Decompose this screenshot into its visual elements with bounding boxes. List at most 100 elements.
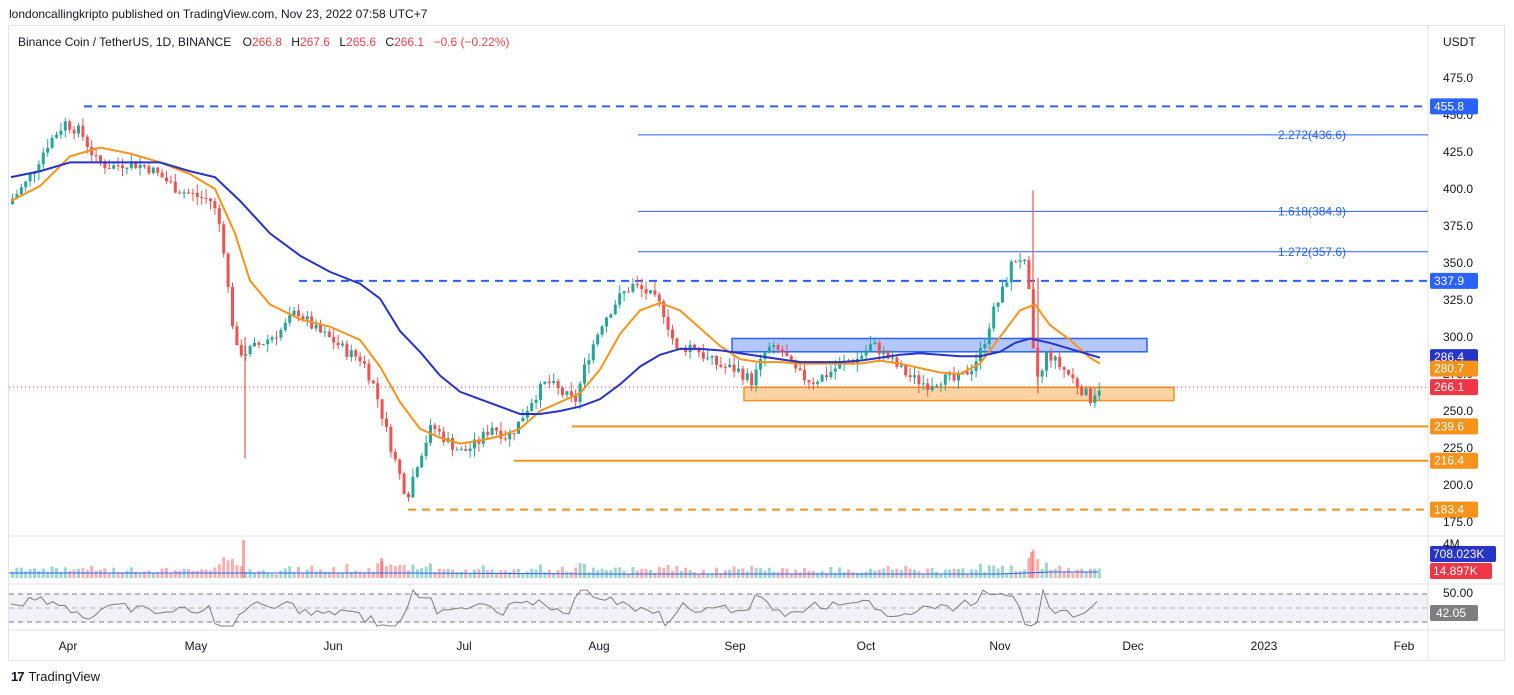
- candlestick[interactable]: [631, 278, 635, 294]
- candlestick[interactable]: [349, 344, 353, 362]
- candlestick[interactable]: [332, 328, 336, 350]
- candlestick[interactable]: [358, 351, 362, 367]
- candlestick[interactable]: [789, 354, 793, 361]
- candlestick[interactable]: [1062, 365, 1066, 378]
- candlestick[interactable]: [728, 358, 732, 368]
- candlestick[interactable]: [77, 122, 80, 138]
- candlestick[interactable]: [248, 344, 252, 358]
- candlestick[interactable]: [1075, 376, 1079, 395]
- candlestick[interactable]: [125, 166, 129, 175]
- candlestick[interactable]: [90, 140, 94, 163]
- candlestick[interactable]: [191, 188, 195, 201]
- candlestick[interactable]: [371, 379, 375, 385]
- candlestick[interactable]: [763, 351, 767, 367]
- candlestick[interactable]: [1045, 350, 1048, 378]
- candlestick[interactable]: [829, 365, 833, 380]
- candlestick[interactable]: [864, 344, 868, 361]
- candlestick[interactable]: [72, 126, 76, 140]
- candlestick[interactable]: [46, 139, 50, 157]
- candlestick[interactable]: [618, 284, 622, 309]
- candlestick[interactable]: [314, 319, 318, 332]
- candlestick[interactable]: [952, 366, 956, 383]
- candlestick[interactable]: [543, 381, 547, 386]
- candlestick[interactable]: [37, 160, 41, 181]
- candlestick[interactable]: [807, 379, 811, 390]
- candlestick[interactable]: [992, 302, 996, 332]
- candlestick[interactable]: [345, 340, 349, 361]
- symbol-name[interactable]: Binance Coin / TetherUS, 1D, BINANCE: [18, 35, 232, 49]
- candlestick[interactable]: [715, 355, 718, 370]
- candlestick[interactable]: [226, 252, 230, 294]
- candlestick[interactable]: [583, 357, 586, 390]
- candlestick[interactable]: [811, 377, 815, 390]
- candlestick[interactable]: [921, 375, 925, 391]
- candlestick[interactable]: [737, 360, 740, 374]
- candlestick[interactable]: [270, 335, 274, 344]
- candlestick[interactable]: [363, 355, 366, 369]
- candlestick[interactable]: [195, 184, 199, 205]
- candlestick[interactable]: [239, 339, 243, 358]
- candlestick[interactable]: [521, 409, 525, 422]
- candlestick[interactable]: [182, 188, 186, 199]
- candlestick[interactable]: [187, 188, 190, 194]
- candlestick[interactable]: [983, 337, 987, 355]
- candlestick[interactable]: [28, 172, 32, 187]
- candlestick[interactable]: [160, 168, 164, 178]
- candlestick[interactable]: [512, 432, 516, 441]
- candlestick[interactable]: [204, 188, 208, 205]
- candlestick[interactable]: [1049, 348, 1053, 368]
- candlestick[interactable]: [935, 383, 938, 388]
- candlestick[interactable]: [99, 155, 102, 166]
- candlestick[interactable]: [468, 442, 472, 458]
- candlestick[interactable]: [305, 310, 309, 327]
- candlestick[interactable]: [310, 311, 314, 330]
- candlestick[interactable]: [446, 431, 450, 444]
- candlestick[interactable]: [926, 378, 930, 397]
- candlestick[interactable]: [165, 170, 168, 185]
- candlestick[interactable]: [257, 340, 261, 349]
- candlestick[interactable]: [882, 346, 886, 363]
- candlestick[interactable]: [459, 446, 463, 451]
- candlestick[interactable]: [81, 118, 85, 141]
- candlestick[interactable]: [415, 465, 419, 479]
- candlestick[interactable]: [288, 306, 292, 327]
- candlestick[interactable]: [283, 318, 287, 333]
- candlestick[interactable]: [68, 119, 72, 134]
- candlestick[interactable]: [173, 173, 177, 194]
- candlestick[interactable]: [649, 290, 652, 295]
- candlestick[interactable]: [367, 359, 371, 385]
- candlestick[interactable]: [754, 362, 758, 392]
- candlestick[interactable]: [407, 491, 410, 502]
- candlestick[interactable]: [323, 325, 327, 337]
- candlestick[interactable]: [244, 346, 248, 361]
- candlestick[interactable]: [1023, 259, 1026, 265]
- candlestick[interactable]: [50, 134, 54, 150]
- candlestick[interactable]: [486, 424, 490, 441]
- candlestick[interactable]: [1093, 387, 1097, 408]
- candlestick[interactable]: [547, 374, 551, 389]
- candlestick[interactable]: [178, 189, 182, 194]
- candlestick[interactable]: [596, 332, 600, 347]
- candlestick[interactable]: [275, 330, 278, 346]
- candlestick[interactable]: [943, 374, 947, 391]
- candlestick[interactable]: [354, 348, 358, 361]
- candlestick[interactable]: [437, 425, 441, 436]
- candlestick[interactable]: [635, 276, 639, 289]
- candlestick[interactable]: [684, 344, 688, 356]
- candlestick[interactable]: [420, 453, 424, 469]
- candlestick[interactable]: [803, 364, 806, 385]
- candlestick[interactable]: [996, 302, 1000, 312]
- candlestick[interactable]: [772, 341, 776, 355]
- candlestick[interactable]: [398, 458, 402, 480]
- candlestick[interactable]: [1001, 279, 1004, 304]
- candlestick[interactable]: [1005, 277, 1009, 288]
- candlestick[interactable]: [609, 312, 613, 319]
- candlestick[interactable]: [116, 157, 120, 171]
- candlestick[interactable]: [24, 180, 28, 192]
- resistance-zone[interactable]: [731, 337, 1148, 353]
- candlestick[interactable]: [908, 367, 912, 383]
- candlestick[interactable]: [1014, 259, 1018, 263]
- candlestick[interactable]: [574, 389, 578, 407]
- candlestick[interactable]: [424, 435, 428, 461]
- candlestick[interactable]: [613, 300, 617, 315]
